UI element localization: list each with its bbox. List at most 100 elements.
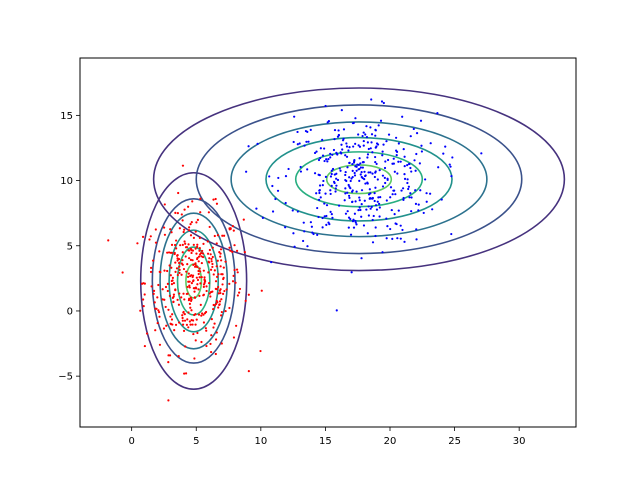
data-point-cluster-2 xyxy=(383,166,387,170)
data-point-cluster-1 xyxy=(161,288,164,291)
data-point-cluster-2 xyxy=(330,169,333,172)
data-point-cluster-2 xyxy=(419,119,423,122)
data-point-cluster-2 xyxy=(393,189,396,192)
data-point-cluster-1 xyxy=(211,265,214,269)
data-point-cluster-1 xyxy=(172,293,176,296)
data-point-cluster-1 xyxy=(182,267,186,271)
data-point-cluster-2 xyxy=(373,199,376,203)
data-point-cluster-1 xyxy=(196,283,199,286)
data-point-cluster-2 xyxy=(370,205,373,208)
contour-level-3-cluster-2 xyxy=(230,121,488,238)
data-point-cluster-2 xyxy=(375,208,379,211)
data-point-cluster-1 xyxy=(176,259,179,262)
data-point-cluster-1 xyxy=(199,282,202,285)
data-point-cluster-2 xyxy=(362,144,365,147)
data-point-cluster-1 xyxy=(201,249,204,253)
data-point-cluster-2 xyxy=(330,184,333,187)
data-point-cluster-2 xyxy=(343,199,346,202)
data-point-cluster-2 xyxy=(397,160,400,163)
data-point-cluster-2 xyxy=(347,183,350,187)
data-point-cluster-2 xyxy=(358,157,361,160)
contour-layer xyxy=(139,87,566,390)
data-point-cluster-1 xyxy=(189,296,193,299)
data-point-cluster-2 xyxy=(348,161,351,165)
data-point-cluster-1 xyxy=(184,372,188,375)
data-point-cluster-1 xyxy=(235,249,239,252)
data-point-cluster-2 xyxy=(337,204,341,207)
data-point-cluster-2 xyxy=(412,127,415,131)
data-point-cluster-2 xyxy=(315,150,318,153)
data-point-cluster-2 xyxy=(365,125,368,128)
data-point-cluster-1 xyxy=(172,282,176,285)
data-point-cluster-2 xyxy=(293,245,296,248)
data-point-cluster-1 xyxy=(186,292,189,295)
data-point-cluster-2 xyxy=(313,172,317,175)
data-point-cluster-2 xyxy=(381,174,385,177)
data-point-cluster-1 xyxy=(215,331,218,334)
data-point-cluster-2 xyxy=(391,237,394,240)
data-point-cluster-1 xyxy=(174,288,177,291)
data-point-cluster-1 xyxy=(189,234,193,237)
data-point-cluster-2 xyxy=(357,209,360,212)
data-point-cluster-2 xyxy=(419,189,422,192)
data-point-cluster-1 xyxy=(219,252,222,255)
data-point-cluster-2 xyxy=(284,174,288,178)
data-point-cluster-1 xyxy=(208,292,211,295)
data-point-cluster-2 xyxy=(303,144,306,147)
data-point-cluster-1 xyxy=(157,283,160,287)
data-point-cluster-1 xyxy=(198,236,202,239)
data-point-cluster-2 xyxy=(410,170,413,173)
data-point-cluster-1 xyxy=(150,285,153,288)
data-point-cluster-2 xyxy=(344,192,347,195)
y-tick-label: −5 xyxy=(58,372,73,383)
data-point-cluster-2 xyxy=(402,148,405,151)
data-point-cluster-2 xyxy=(480,152,483,155)
data-point-cluster-1 xyxy=(168,354,172,357)
data-point-cluster-1 xyxy=(184,255,187,258)
data-point-cluster-2 xyxy=(429,192,432,195)
data-point-cluster-1 xyxy=(183,319,187,322)
data-point-cluster-1 xyxy=(186,275,190,278)
data-point-cluster-1 xyxy=(220,273,223,276)
data-point-cluster-1 xyxy=(164,305,167,309)
data-point-cluster-2 xyxy=(350,271,353,274)
data-point-cluster-2 xyxy=(402,196,405,200)
data-point-cluster-1 xyxy=(188,320,191,323)
data-point-cluster-2 xyxy=(420,144,423,147)
x-tick-label: 10 xyxy=(254,436,267,447)
data-point-cluster-2 xyxy=(415,228,418,231)
data-point-cluster-1 xyxy=(219,248,223,251)
data-point-cluster-2 xyxy=(338,167,341,170)
data-point-cluster-2 xyxy=(413,159,416,162)
data-point-cluster-2 xyxy=(306,130,309,133)
data-point-cluster-2 xyxy=(361,166,364,169)
data-point-cluster-2 xyxy=(379,119,383,122)
data-point-cluster-2 xyxy=(417,203,420,206)
data-point-cluster-2 xyxy=(353,212,356,215)
data-point-cluster-1 xyxy=(149,270,153,274)
data-point-cluster-1 xyxy=(235,268,239,271)
data-point-cluster-1 xyxy=(210,334,213,337)
data-point-cluster-2 xyxy=(318,174,321,177)
data-point-cluster-2 xyxy=(307,140,310,143)
data-point-cluster-1 xyxy=(224,260,227,263)
data-point-cluster-2 xyxy=(406,181,409,185)
data-point-cluster-1 xyxy=(158,315,161,318)
data-point-cluster-1 xyxy=(167,251,171,254)
data-point-cluster-2 xyxy=(371,241,375,244)
data-point-cluster-1 xyxy=(191,249,195,252)
data-point-cluster-2 xyxy=(255,207,258,210)
data-point-cluster-1 xyxy=(181,164,185,167)
data-point-cluster-1 xyxy=(193,287,196,290)
data-point-cluster-2 xyxy=(366,141,369,144)
data-point-cluster-2 xyxy=(332,180,336,183)
data-point-cluster-2 xyxy=(352,145,355,148)
data-point-cluster-2 xyxy=(369,192,372,195)
data-point-cluster-1 xyxy=(217,306,220,309)
data-point-cluster-2 xyxy=(335,152,339,155)
data-point-cluster-1 xyxy=(167,354,170,357)
data-point-cluster-1 xyxy=(206,240,209,243)
data-point-cluster-1 xyxy=(107,239,110,242)
x-tick-label: 5 xyxy=(193,436,199,447)
data-point-cluster-1 xyxy=(170,266,173,269)
